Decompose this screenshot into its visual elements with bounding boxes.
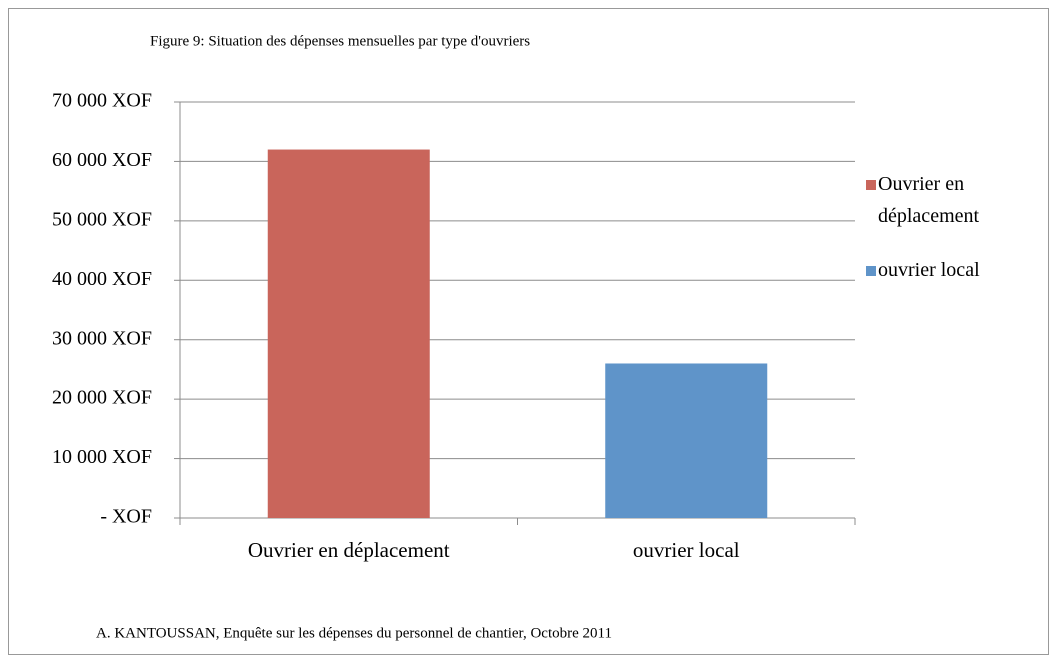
y-tick-label: 60 000 XOF (52, 149, 152, 171)
legend-swatch (866, 266, 876, 276)
bar (605, 363, 768, 518)
y-tick-label: - XOF (100, 506, 152, 528)
source-note: A. KANTOUSSAN, Enquête sur les dépenses … (96, 625, 612, 641)
legend-label: Ouvrier en déplacement (878, 173, 980, 227)
chart-title: Figure 9: Situation des dépenses mensuel… (150, 33, 530, 49)
legend-item: ouvrier local (866, 258, 1046, 286)
legend-item: Ouvrier en déplacement (866, 172, 1046, 232)
y-tick-label: 70 000 XOF (52, 90, 152, 112)
y-tick-label: 10 000 XOF (52, 446, 152, 468)
x-tick-label: ouvrier local (633, 538, 740, 562)
y-tick-label: 50 000 XOF (52, 208, 152, 230)
y-tick-label: 30 000 XOF (52, 327, 152, 349)
legend: Ouvrier en déplacement ouvrier local (866, 172, 1046, 312)
x-tick-label: Ouvrier en déplacement (248, 538, 450, 562)
legend-swatch (866, 180, 876, 190)
legend-label: ouvrier local (878, 259, 980, 281)
chart-border (8, 8, 1049, 655)
y-tick-label: 40 000 XOF (52, 268, 152, 290)
y-tick-label: 20 000 XOF (52, 387, 152, 409)
bar (267, 149, 430, 519)
